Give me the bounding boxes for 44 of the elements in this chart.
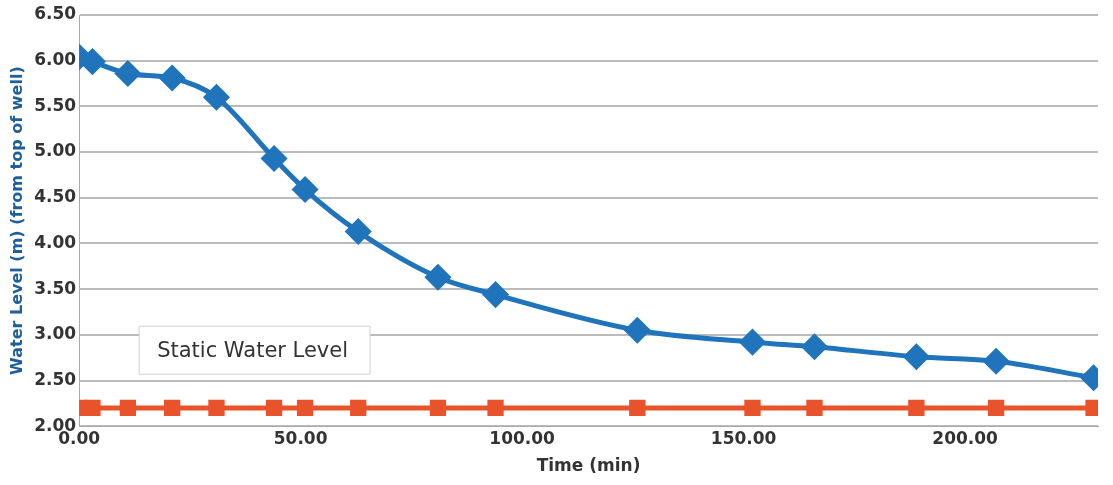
point bbox=[119, 399, 137, 417]
x-tick-label: 150.00 bbox=[710, 427, 777, 448]
y-tick-label: 3.00 bbox=[34, 323, 77, 344]
y-tick-label: 5.00 bbox=[34, 140, 77, 161]
point bbox=[345, 219, 371, 245]
point bbox=[84, 399, 101, 417]
y-axis-title: Water Level (m) (from top of well) bbox=[6, 66, 26, 375]
point bbox=[429, 399, 447, 417]
point bbox=[350, 399, 367, 417]
y-tick-label: 2.50 bbox=[34, 368, 77, 389]
y-tick-label: 4.50 bbox=[34, 186, 77, 207]
point bbox=[265, 399, 283, 417]
y-tick-label: 6.00 bbox=[34, 49, 77, 70]
point bbox=[908, 399, 925, 417]
x-axis-title: Time (min) bbox=[536, 455, 641, 476]
point bbox=[203, 84, 229, 110]
x-tick-label: 100.00 bbox=[489, 427, 556, 448]
point bbox=[292, 177, 318, 203]
point bbox=[164, 399, 181, 417]
point bbox=[739, 329, 765, 355]
y-tick-label: 4.00 bbox=[34, 231, 77, 252]
point bbox=[629, 399, 646, 417]
point bbox=[801, 334, 827, 360]
x-tick-label: 50.00 bbox=[273, 427, 328, 448]
point bbox=[624, 317, 650, 343]
point bbox=[159, 65, 185, 91]
point bbox=[483, 282, 509, 308]
point bbox=[115, 60, 141, 86]
y-tick-label: 3.50 bbox=[34, 277, 77, 298]
point bbox=[806, 399, 823, 417]
point bbox=[296, 399, 314, 417]
point bbox=[425, 264, 451, 290]
point bbox=[987, 399, 1005, 417]
point bbox=[744, 399, 761, 417]
point bbox=[208, 399, 225, 417]
point bbox=[903, 344, 929, 370]
point bbox=[79, 49, 105, 75]
x-tick-label: 200.00 bbox=[932, 427, 999, 448]
y-tick-label: 5.50 bbox=[34, 94, 77, 115]
annotation: Static Water Level bbox=[157, 337, 349, 362]
point bbox=[261, 145, 287, 171]
point bbox=[983, 348, 1009, 374]
point bbox=[487, 399, 504, 417]
y-tick-label: 6.50 bbox=[34, 3, 77, 24]
